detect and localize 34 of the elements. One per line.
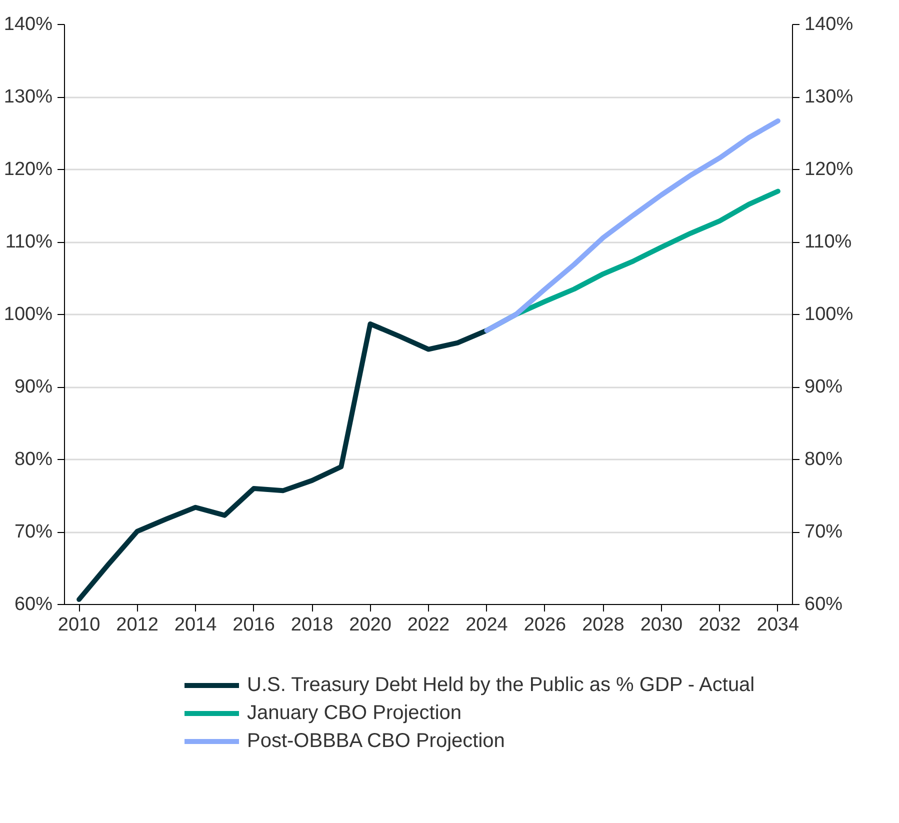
y-tick-label: 110% [5,232,53,252]
y2-tick-label: 130% [804,86,854,108]
x-tick-label: 2018 [290,614,334,636]
x-tick-label: 2034 [756,614,800,636]
y2-tick-label: 110% [804,232,852,252]
x-tick-label: 2026 [524,614,566,636]
x-tick-label: 2020 [349,614,392,636]
x-tick-label: 2016 [232,614,275,636]
y-tick-label: 140% [4,14,53,35]
x-tick-label: 2012 [116,614,158,636]
legend-label: U.S. Treasury Debt Held by the Public as % GDP - Actual [247,674,755,696]
x-tick-label: 2014 [174,614,218,636]
x-tick-label: 2010 [58,614,100,636]
y2-tick-label: 90% [804,376,843,398]
y-tick-label: 100% [4,304,53,325]
y-tick-label: 80% [14,449,53,470]
legend-label: January CBO Projection [247,702,462,724]
y-tick-label: 60% [14,594,53,615]
x-tick-label: 2024 [466,614,508,636]
x-tick-label: 2030 [640,614,683,636]
y2-tick-label: 60% [804,594,843,615]
legend-label: Post-OBBBA CBO Projection [247,730,505,752]
y2-tick-label: 100% [804,304,854,325]
x-tick-label: 2032 [698,614,741,636]
y-tick-label: 70% [14,522,53,542]
x-tick-label: 2028 [582,614,624,636]
y-tick-label: 90% [14,376,53,398]
y2-tick-label: 120% [804,159,854,180]
y2-tick-label: 70% [804,522,843,542]
x-tick-label: 2022 [407,614,450,636]
y2-tick-label: 140% [804,14,854,35]
y2-tick-label: 80% [804,449,843,470]
y-tick-label: 120% [4,159,53,180]
y-tick-label: 130% [4,86,53,108]
